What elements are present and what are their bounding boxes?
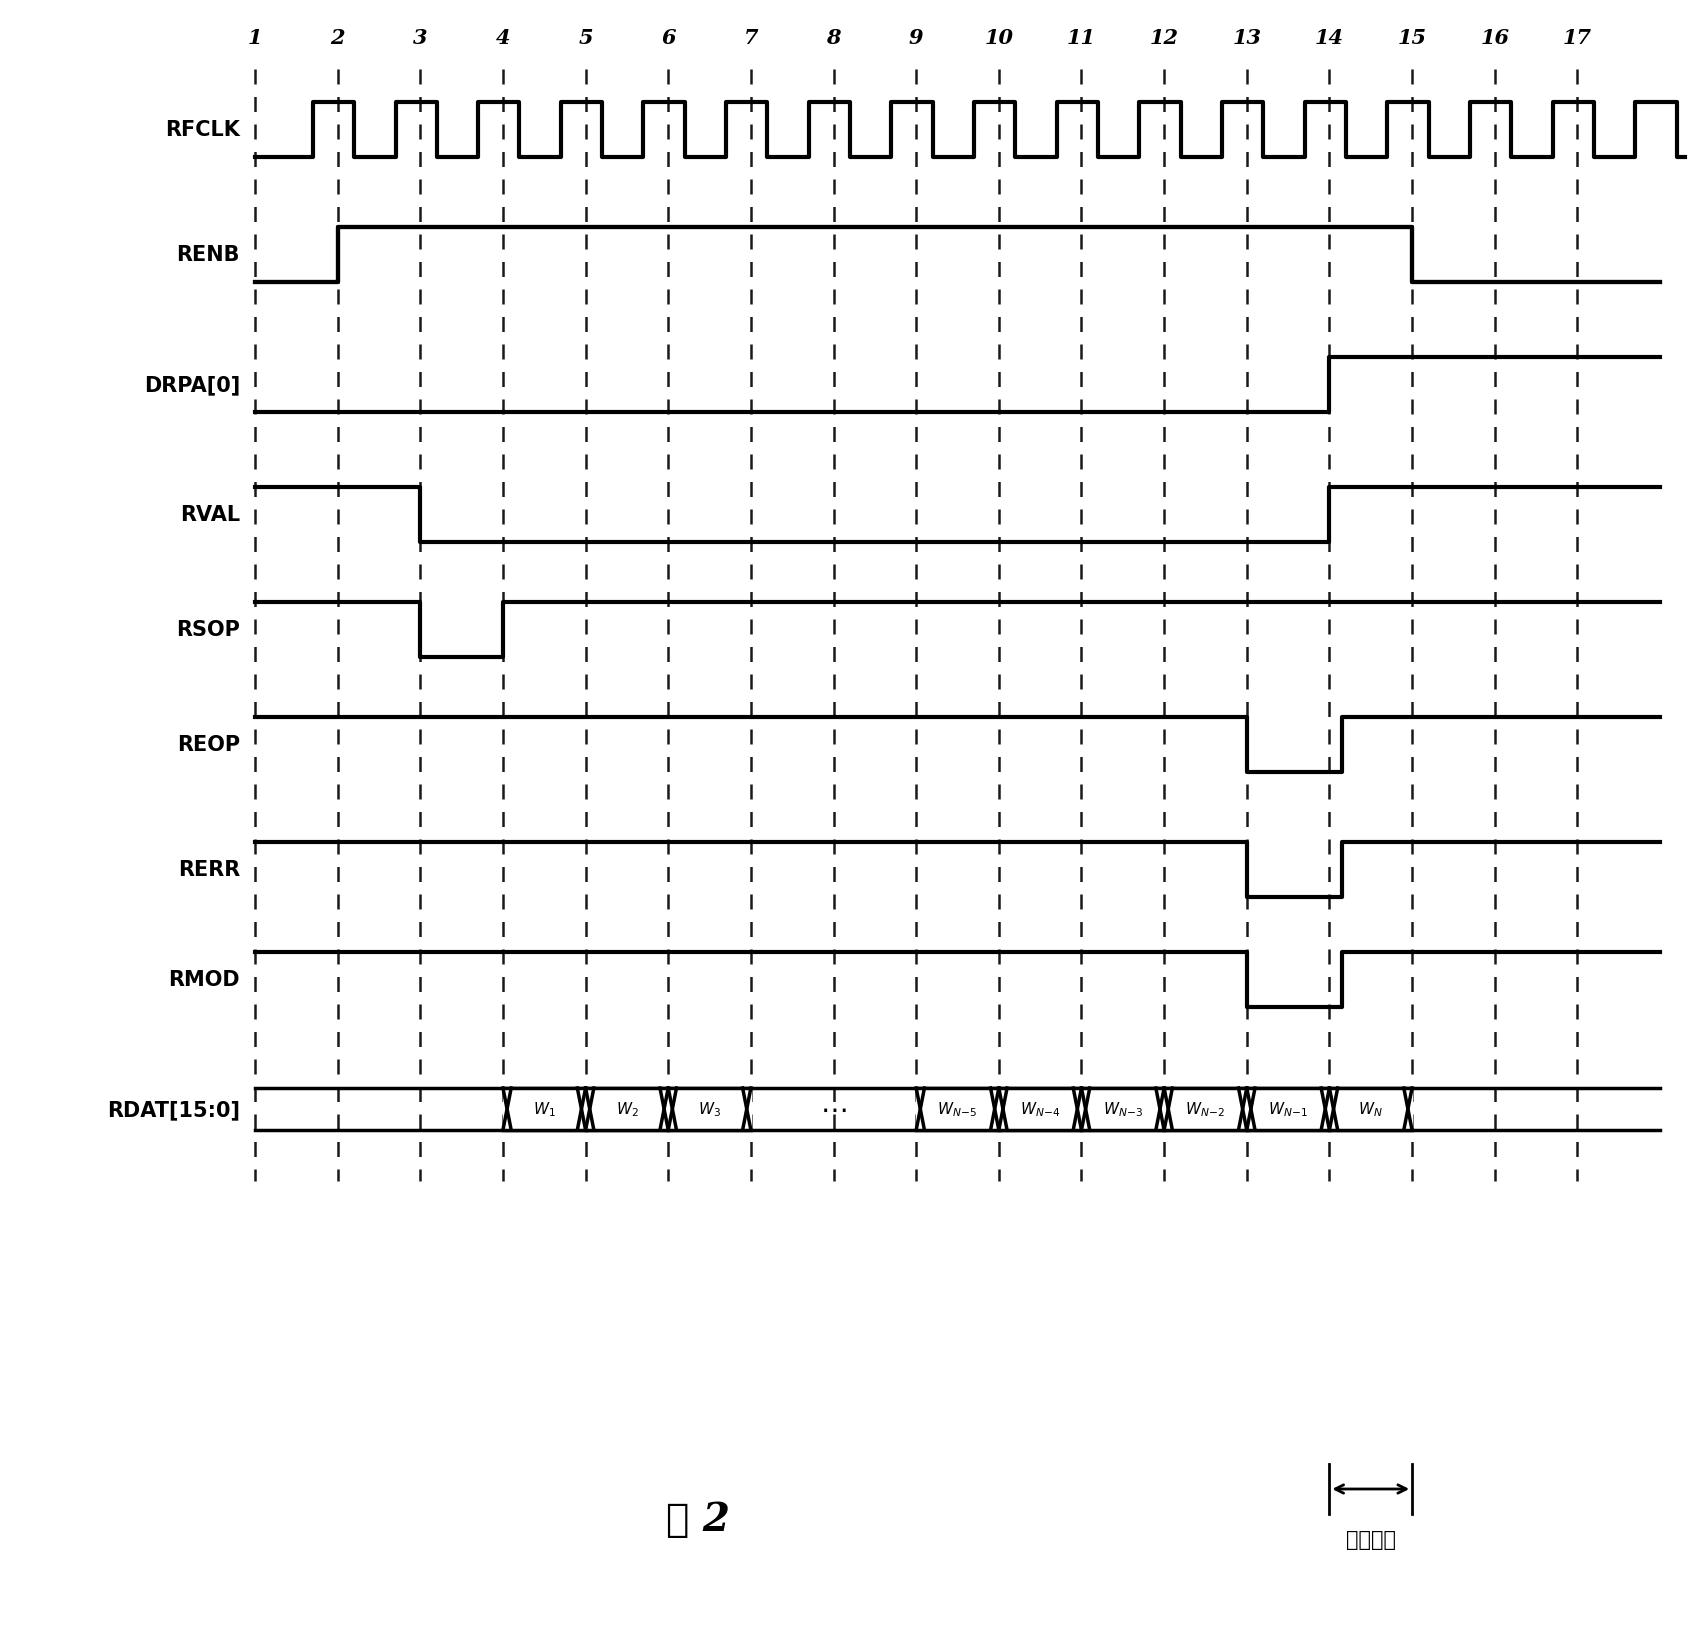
Polygon shape	[504, 1089, 585, 1131]
Polygon shape	[1247, 1089, 1330, 1131]
Text: 图 2: 图 2	[667, 1500, 729, 1537]
Text: 11: 11	[1067, 28, 1096, 47]
Text: RENB: RENB	[176, 245, 241, 264]
Text: DRPA[0]: DRPA[0]	[144, 375, 241, 395]
Text: $W_3$: $W_3$	[699, 1100, 721, 1118]
Text: 2: 2	[331, 28, 344, 47]
Text: 16: 16	[1481, 28, 1509, 47]
Text: $\cdots$: $\cdots$	[821, 1095, 846, 1123]
Text: 3: 3	[414, 28, 427, 47]
Polygon shape	[668, 1089, 751, 1131]
Text: RSOP: RSOP	[176, 620, 241, 640]
Text: RFCLK: RFCLK	[165, 119, 241, 140]
Text: RVAL: RVAL	[180, 504, 241, 524]
Text: $W_1$: $W_1$	[533, 1100, 556, 1118]
Text: $W_{N\!-\!3}$: $W_{N\!-\!3}$	[1102, 1100, 1143, 1118]
Text: RDAT[15:0]: RDAT[15:0]	[107, 1100, 241, 1120]
Text: 15: 15	[1398, 28, 1426, 47]
Polygon shape	[1330, 1089, 1413, 1131]
Text: 6: 6	[661, 28, 675, 47]
Text: 固定周期: 固定周期	[1345, 1529, 1396, 1549]
Text: $W_{N\!-\!5}$: $W_{N\!-\!5}$	[938, 1100, 977, 1118]
Text: 4: 4	[495, 28, 510, 47]
Text: 9: 9	[909, 28, 923, 47]
Text: RMOD: RMOD	[168, 969, 241, 989]
Text: 1: 1	[248, 28, 263, 47]
Polygon shape	[1082, 1089, 1163, 1131]
Text: 17: 17	[1562, 28, 1593, 47]
Polygon shape	[999, 1089, 1082, 1131]
Text: 13: 13	[1233, 28, 1262, 47]
Text: 14: 14	[1314, 28, 1343, 47]
Polygon shape	[585, 1089, 668, 1131]
Text: $W_N$: $W_N$	[1358, 1100, 1384, 1118]
Text: 7: 7	[743, 28, 758, 47]
Text: $W_{N\!-\!1}$: $W_{N\!-\!1}$	[1269, 1100, 1308, 1118]
Text: 8: 8	[826, 28, 841, 47]
Text: RERR: RERR	[178, 860, 241, 880]
Polygon shape	[1163, 1089, 1247, 1131]
Text: $W_{N\!-\!2}$: $W_{N\!-\!2}$	[1186, 1100, 1226, 1118]
Text: $W_{N\!-\!4}$: $W_{N\!-\!4}$	[1019, 1100, 1060, 1118]
Text: 10: 10	[984, 28, 1013, 47]
Text: REOP: REOP	[176, 734, 241, 754]
Polygon shape	[916, 1089, 999, 1131]
Text: $W_2$: $W_2$	[616, 1100, 638, 1118]
Text: 12: 12	[1150, 28, 1179, 47]
Text: 5: 5	[578, 28, 594, 47]
